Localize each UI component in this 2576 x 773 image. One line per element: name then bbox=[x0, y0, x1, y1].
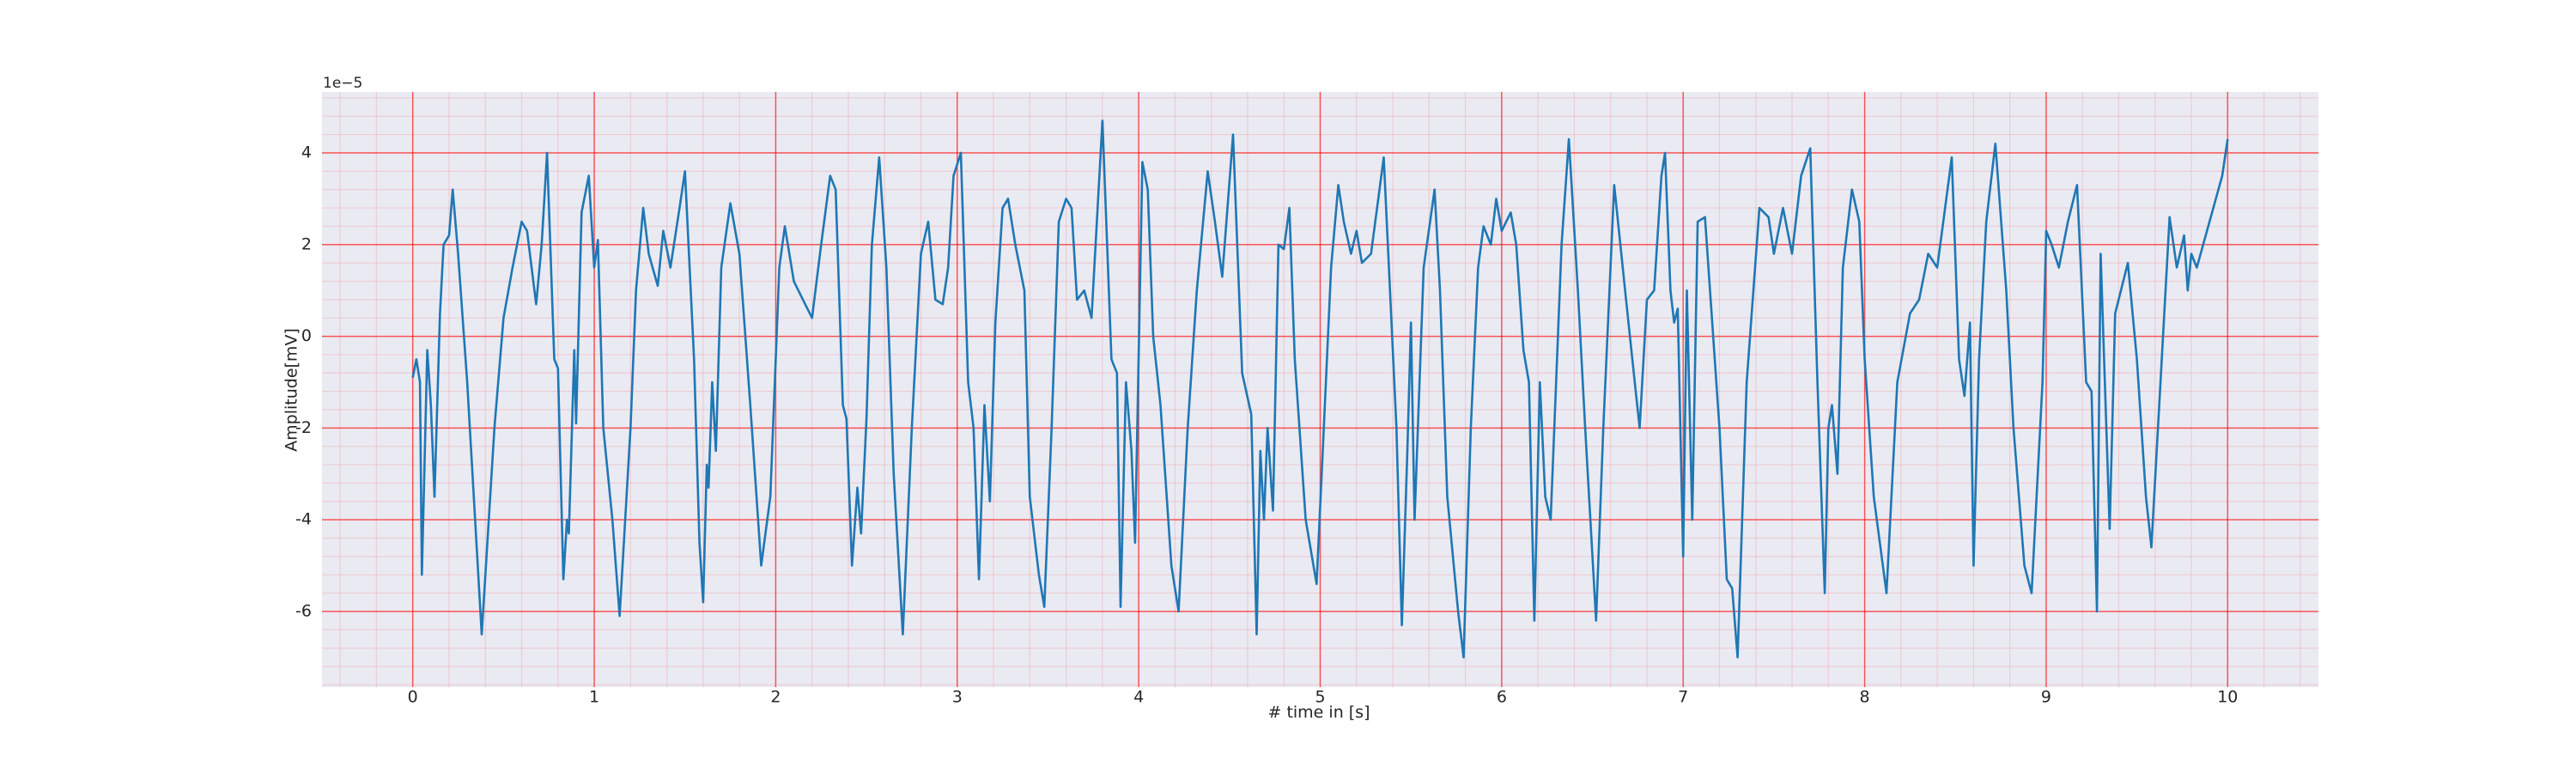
y-tick-label: -2 bbox=[295, 418, 312, 437]
x-tick-label: 0 bbox=[408, 688, 418, 707]
y-offset-text: 1e−5 bbox=[323, 75, 362, 92]
y-tick-label: 2 bbox=[301, 234, 312, 253]
signal-line bbox=[411, 119, 2229, 659]
x-tick-label: 7 bbox=[1678, 688, 1688, 707]
x-tick-label: 1 bbox=[589, 688, 599, 707]
x-tick-label: 8 bbox=[1860, 688, 1870, 707]
x-tick-label: 10 bbox=[2217, 688, 2238, 707]
x-tick-label: 4 bbox=[1133, 688, 1144, 707]
x-axis-label: # time in [s] bbox=[1267, 703, 1370, 722]
x-tick-label: 3 bbox=[952, 688, 963, 707]
y-axis-label: Amplitude[mV] bbox=[283, 328, 301, 452]
y-tick-label: -4 bbox=[295, 510, 312, 529]
y-tick-label: 0 bbox=[301, 326, 312, 345]
x-tick-label: 5 bbox=[1315, 688, 1325, 707]
y-tick-label: -6 bbox=[295, 601, 312, 620]
x-tick-label: 9 bbox=[2041, 688, 2051, 707]
y-tick-label: 4 bbox=[301, 143, 312, 162]
x-tick-label: 2 bbox=[770, 688, 781, 707]
x-tick-label: 6 bbox=[1497, 688, 1507, 707]
